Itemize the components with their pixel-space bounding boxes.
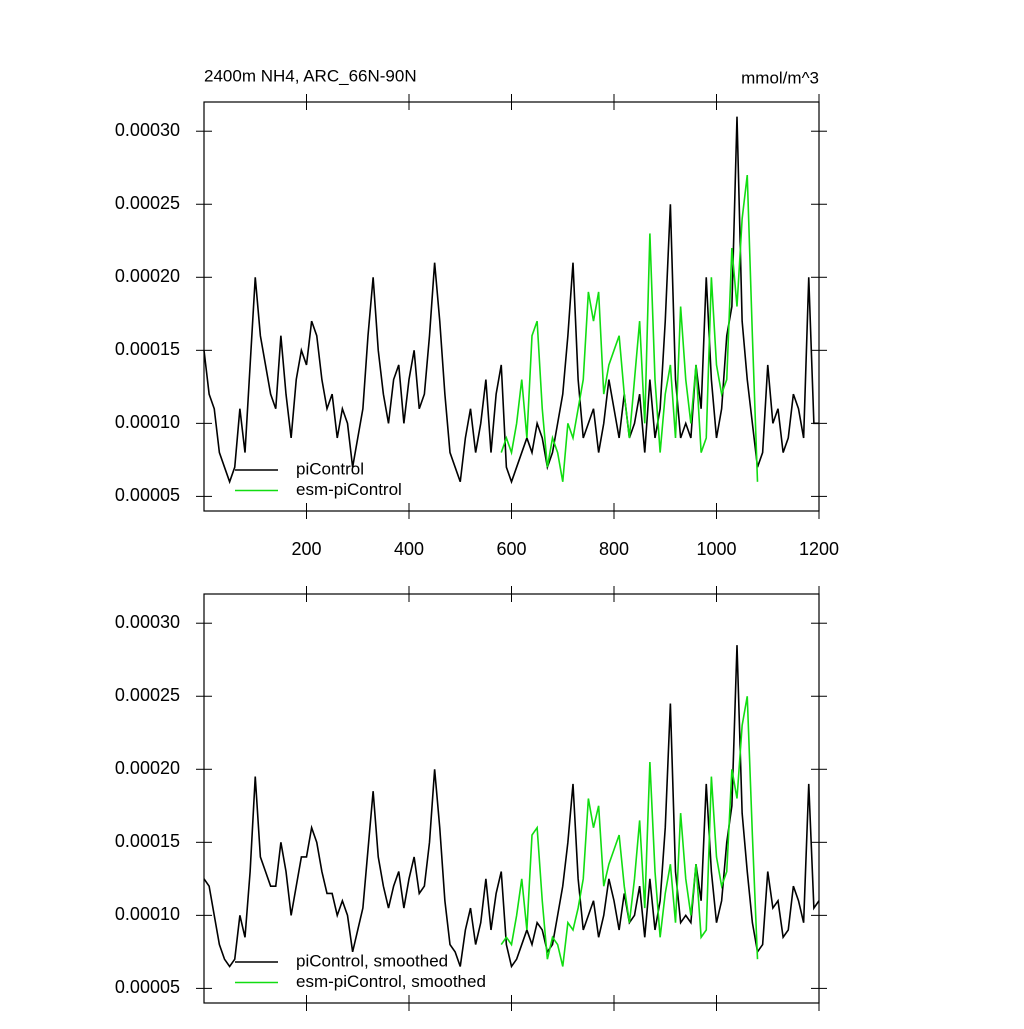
series-line xyxy=(203,645,820,969)
x-tick-label: 200 xyxy=(291,539,321,559)
x-tick-label: 400 xyxy=(394,539,424,559)
x-tick-label: 1000 xyxy=(696,539,736,559)
y-tick-label: 0.00010 xyxy=(115,412,180,432)
y-tick-label: 0.00030 xyxy=(115,120,180,140)
y-tick-label: 0.00030 xyxy=(115,612,180,632)
legend-label: esm-piControl xyxy=(296,480,402,499)
y-tick-label: 0.00025 xyxy=(115,193,180,213)
x-tick-label: 1200 xyxy=(799,539,839,559)
series-line xyxy=(500,696,759,967)
series-line xyxy=(500,174,759,482)
y-tick-label: 0.00005 xyxy=(115,977,180,997)
x-tick-label: 600 xyxy=(496,539,526,559)
y-tick-label: 0.00015 xyxy=(115,339,180,359)
y-tick-label: 0.00005 xyxy=(115,485,180,505)
y-tick-label: 0.00010 xyxy=(115,904,180,924)
units-label: mmol/m^3 xyxy=(741,68,819,87)
series-line xyxy=(203,116,819,485)
legend-label: piControl xyxy=(296,459,364,478)
y-tick-label: 0.00020 xyxy=(115,758,180,778)
chart-title: 2400m NH4, ARC_66N-90N xyxy=(204,66,417,85)
y-tick-label: 0.00020 xyxy=(115,266,180,286)
y-tick-label: 0.00015 xyxy=(115,831,180,851)
legend-label: piControl, smoothed xyxy=(296,951,448,970)
legend-label: esm-piControl, smoothed xyxy=(296,972,486,991)
y-tick-label: 0.00025 xyxy=(115,685,180,705)
x-tick-label: 800 xyxy=(599,539,629,559)
